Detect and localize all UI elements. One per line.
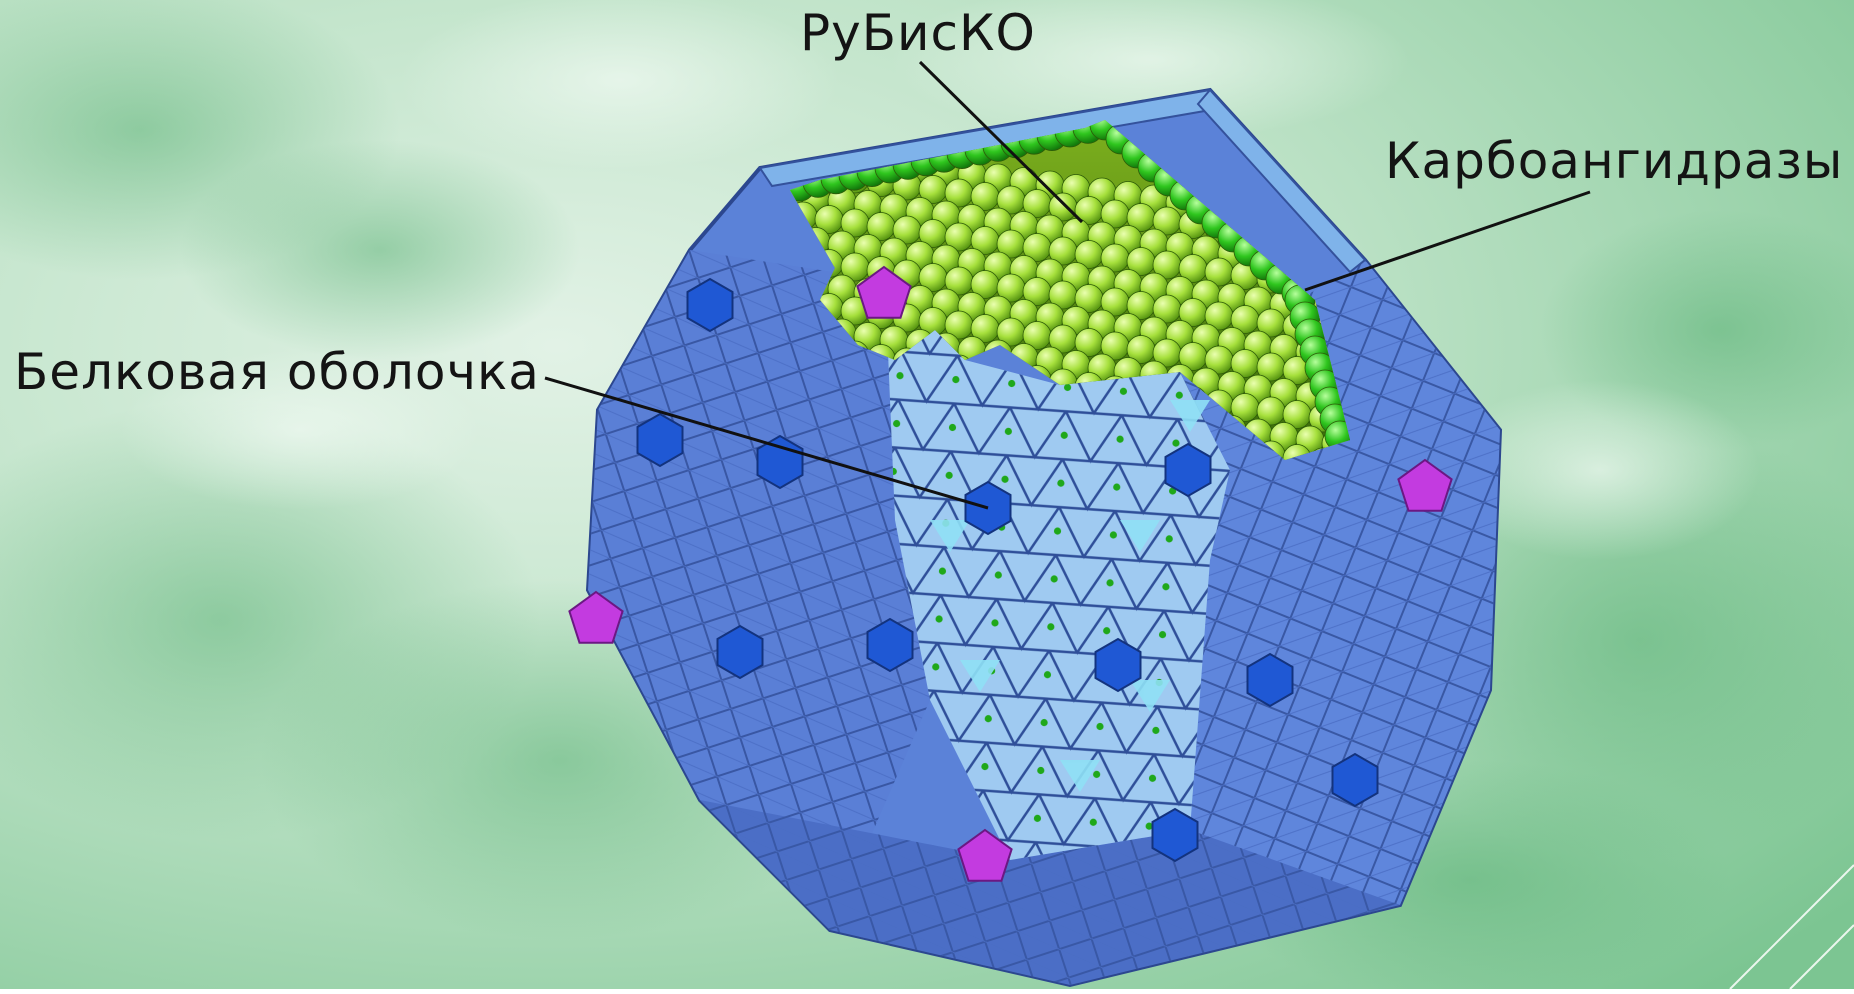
carbonic-anhydrase-leader [1304, 190, 1591, 292]
hexamer-protein [1164, 442, 1212, 498]
hexamer-protein [716, 624, 764, 680]
hexamer-protein [686, 277, 734, 333]
protein-shell-leader [544, 376, 989, 510]
leader-lines [544, 60, 1591, 510]
hexamer-protein [636, 412, 684, 468]
pentamer-protein [957, 828, 1013, 882]
hexamer-protein [1331, 752, 1379, 808]
rubisco-leader [918, 60, 1084, 224]
rubisco-label: РуБисКО [800, 4, 1036, 62]
carbonic-anhydrases-label: Карбоангидразы [1385, 132, 1844, 190]
hexamer-protein [1094, 637, 1142, 693]
hexamer-protein [1246, 652, 1294, 708]
hexamer-protein [1151, 807, 1199, 863]
slide-decoration [1729, 864, 1854, 990]
pentamer-protein [856, 265, 912, 319]
pentamer-protein [1397, 458, 1453, 512]
shell-rim [758, 88, 1367, 274]
pentamer-protein [568, 590, 624, 644]
hexamer-protein [866, 617, 914, 673]
protein-shell-label: Белковая оболочка [14, 343, 540, 401]
